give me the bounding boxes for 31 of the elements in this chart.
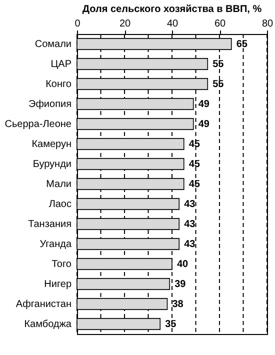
- data-label: 49: [198, 119, 210, 130]
- data-label: 65: [236, 39, 248, 50]
- data-label: 43: [184, 199, 196, 210]
- y-tick-label: Бурунди: [32, 159, 72, 170]
- data-label: 40: [177, 259, 189, 270]
- x-tick-label: 40: [166, 18, 178, 30]
- x-tick-label: 20: [119, 18, 131, 30]
- data-label: 43: [184, 239, 196, 250]
- data-label: 43: [184, 219, 196, 230]
- y-tick-label: ЦАР: [50, 59, 72, 70]
- y-tick-label: Сомали: [34, 39, 72, 50]
- y-tick-label: Конго: [46, 79, 72, 90]
- data-label: 49: [198, 99, 210, 110]
- y-tick-label: Того: [52, 259, 72, 270]
- x-tick-label: 0: [74, 18, 81, 30]
- data-label: 38: [172, 299, 184, 310]
- y-tick-label: Лаос: [48, 199, 72, 210]
- y-tick-label: Сьерра-Леоне: [4, 119, 72, 130]
- x-tick-label: 80: [262, 18, 274, 30]
- y-tick-label: Мали: [46, 179, 72, 190]
- y-tick-label: Афганистан: [16, 299, 72, 310]
- y-tick-label: Эфиопия: [28, 99, 72, 110]
- x-tick-label: 60: [214, 18, 226, 30]
- y-tick-label: Нигер: [44, 279, 72, 290]
- y-tick-label: Танзания: [28, 219, 72, 230]
- chart-title: Доля сельского хозяйства в ВВП, %: [82, 4, 262, 15]
- y-tick-label: Камбоджа: [24, 319, 72, 330]
- y-tick-label: Уганда: [40, 239, 72, 250]
- data-label: 45: [188, 179, 200, 190]
- data-label: 39: [174, 279, 186, 290]
- y-tick-label: Камерун: [32, 139, 72, 150]
